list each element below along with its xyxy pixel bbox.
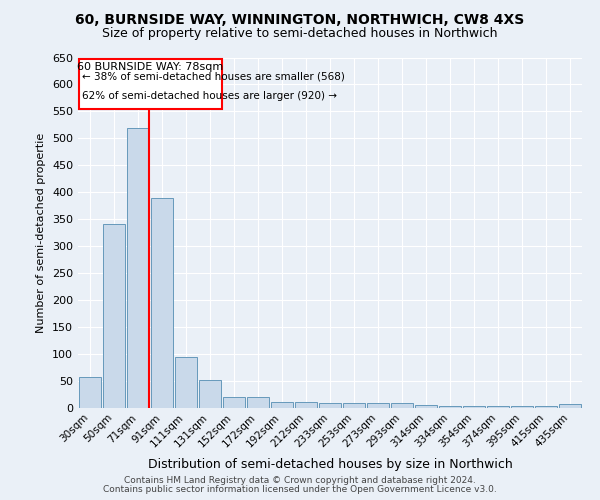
Bar: [79, 377, 101, 408]
Text: 60, BURNSIDE WAY, WINNINGTON, NORTHWICH, CW8 4XS: 60, BURNSIDE WAY, WINNINGTON, NORTHWICH,…: [76, 12, 524, 26]
Bar: [439, 406, 461, 407]
Bar: [127, 128, 149, 407]
Bar: [295, 402, 317, 407]
FancyBboxPatch shape: [79, 58, 222, 108]
Bar: [391, 403, 413, 407]
Y-axis label: Number of semi-detached propertie: Number of semi-detached propertie: [37, 132, 46, 332]
Bar: [463, 406, 485, 407]
Bar: [223, 396, 245, 407]
Text: 60 BURNSIDE WAY: 78sqm: 60 BURNSIDE WAY: 78sqm: [77, 62, 224, 72]
Bar: [271, 402, 293, 407]
Bar: [487, 406, 509, 407]
Bar: [343, 403, 365, 407]
Bar: [151, 198, 173, 408]
Text: Contains HM Land Registry data © Crown copyright and database right 2024.: Contains HM Land Registry data © Crown c…: [124, 476, 476, 485]
Text: ← 38% of semi-detached houses are smaller (568): ← 38% of semi-detached houses are smalle…: [82, 71, 344, 81]
Bar: [559, 404, 581, 407]
Bar: [511, 406, 533, 407]
Bar: [367, 403, 389, 407]
Text: Contains public sector information licensed under the Open Government Licence v3: Contains public sector information licen…: [103, 485, 497, 494]
Text: Size of property relative to semi-detached houses in Northwich: Size of property relative to semi-detach…: [102, 28, 498, 40]
Bar: [199, 380, 221, 407]
Bar: [247, 396, 269, 407]
Text: 62% of semi-detached houses are larger (920) →: 62% of semi-detached houses are larger (…: [82, 91, 337, 101]
Bar: [415, 405, 437, 407]
Bar: [175, 358, 197, 408]
X-axis label: Distribution of semi-detached houses by size in Northwich: Distribution of semi-detached houses by …: [148, 458, 512, 470]
Bar: [319, 403, 341, 407]
Bar: [535, 406, 557, 407]
Bar: [103, 224, 125, 408]
